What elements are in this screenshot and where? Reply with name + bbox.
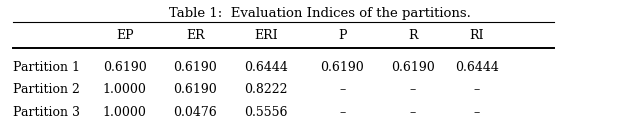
Text: Partition 3: Partition 3: [13, 106, 80, 119]
Text: EP: EP: [116, 29, 134, 42]
Text: 0.0476: 0.0476: [173, 106, 217, 119]
Text: –: –: [410, 83, 416, 96]
Text: ER: ER: [186, 29, 205, 42]
Text: ERI: ERI: [254, 29, 277, 42]
Text: 0.6190: 0.6190: [103, 61, 147, 74]
Text: 0.5556: 0.5556: [244, 106, 287, 119]
Text: 0.6190: 0.6190: [173, 61, 217, 74]
Text: Partition 2: Partition 2: [13, 83, 79, 96]
Text: 0.6190: 0.6190: [391, 61, 435, 74]
Text: –: –: [339, 106, 346, 119]
Text: 1.0000: 1.0000: [103, 106, 147, 119]
Text: P: P: [338, 29, 347, 42]
Text: R: R: [408, 29, 417, 42]
Text: 0.6444: 0.6444: [244, 61, 287, 74]
Text: 0.6190: 0.6190: [321, 61, 364, 74]
Text: 1.0000: 1.0000: [103, 83, 147, 96]
Text: 0.8222: 0.8222: [244, 83, 287, 96]
Text: –: –: [474, 106, 480, 119]
Text: RI: RI: [470, 29, 484, 42]
Text: 0.6190: 0.6190: [173, 83, 217, 96]
Text: Table 1:  Evaluation Indices of the partitions.: Table 1: Evaluation Indices of the parti…: [169, 7, 471, 20]
Text: –: –: [339, 83, 346, 96]
Text: –: –: [410, 106, 416, 119]
Text: Partition 1: Partition 1: [13, 61, 80, 74]
Text: –: –: [474, 83, 480, 96]
Text: 0.6444: 0.6444: [455, 61, 499, 74]
